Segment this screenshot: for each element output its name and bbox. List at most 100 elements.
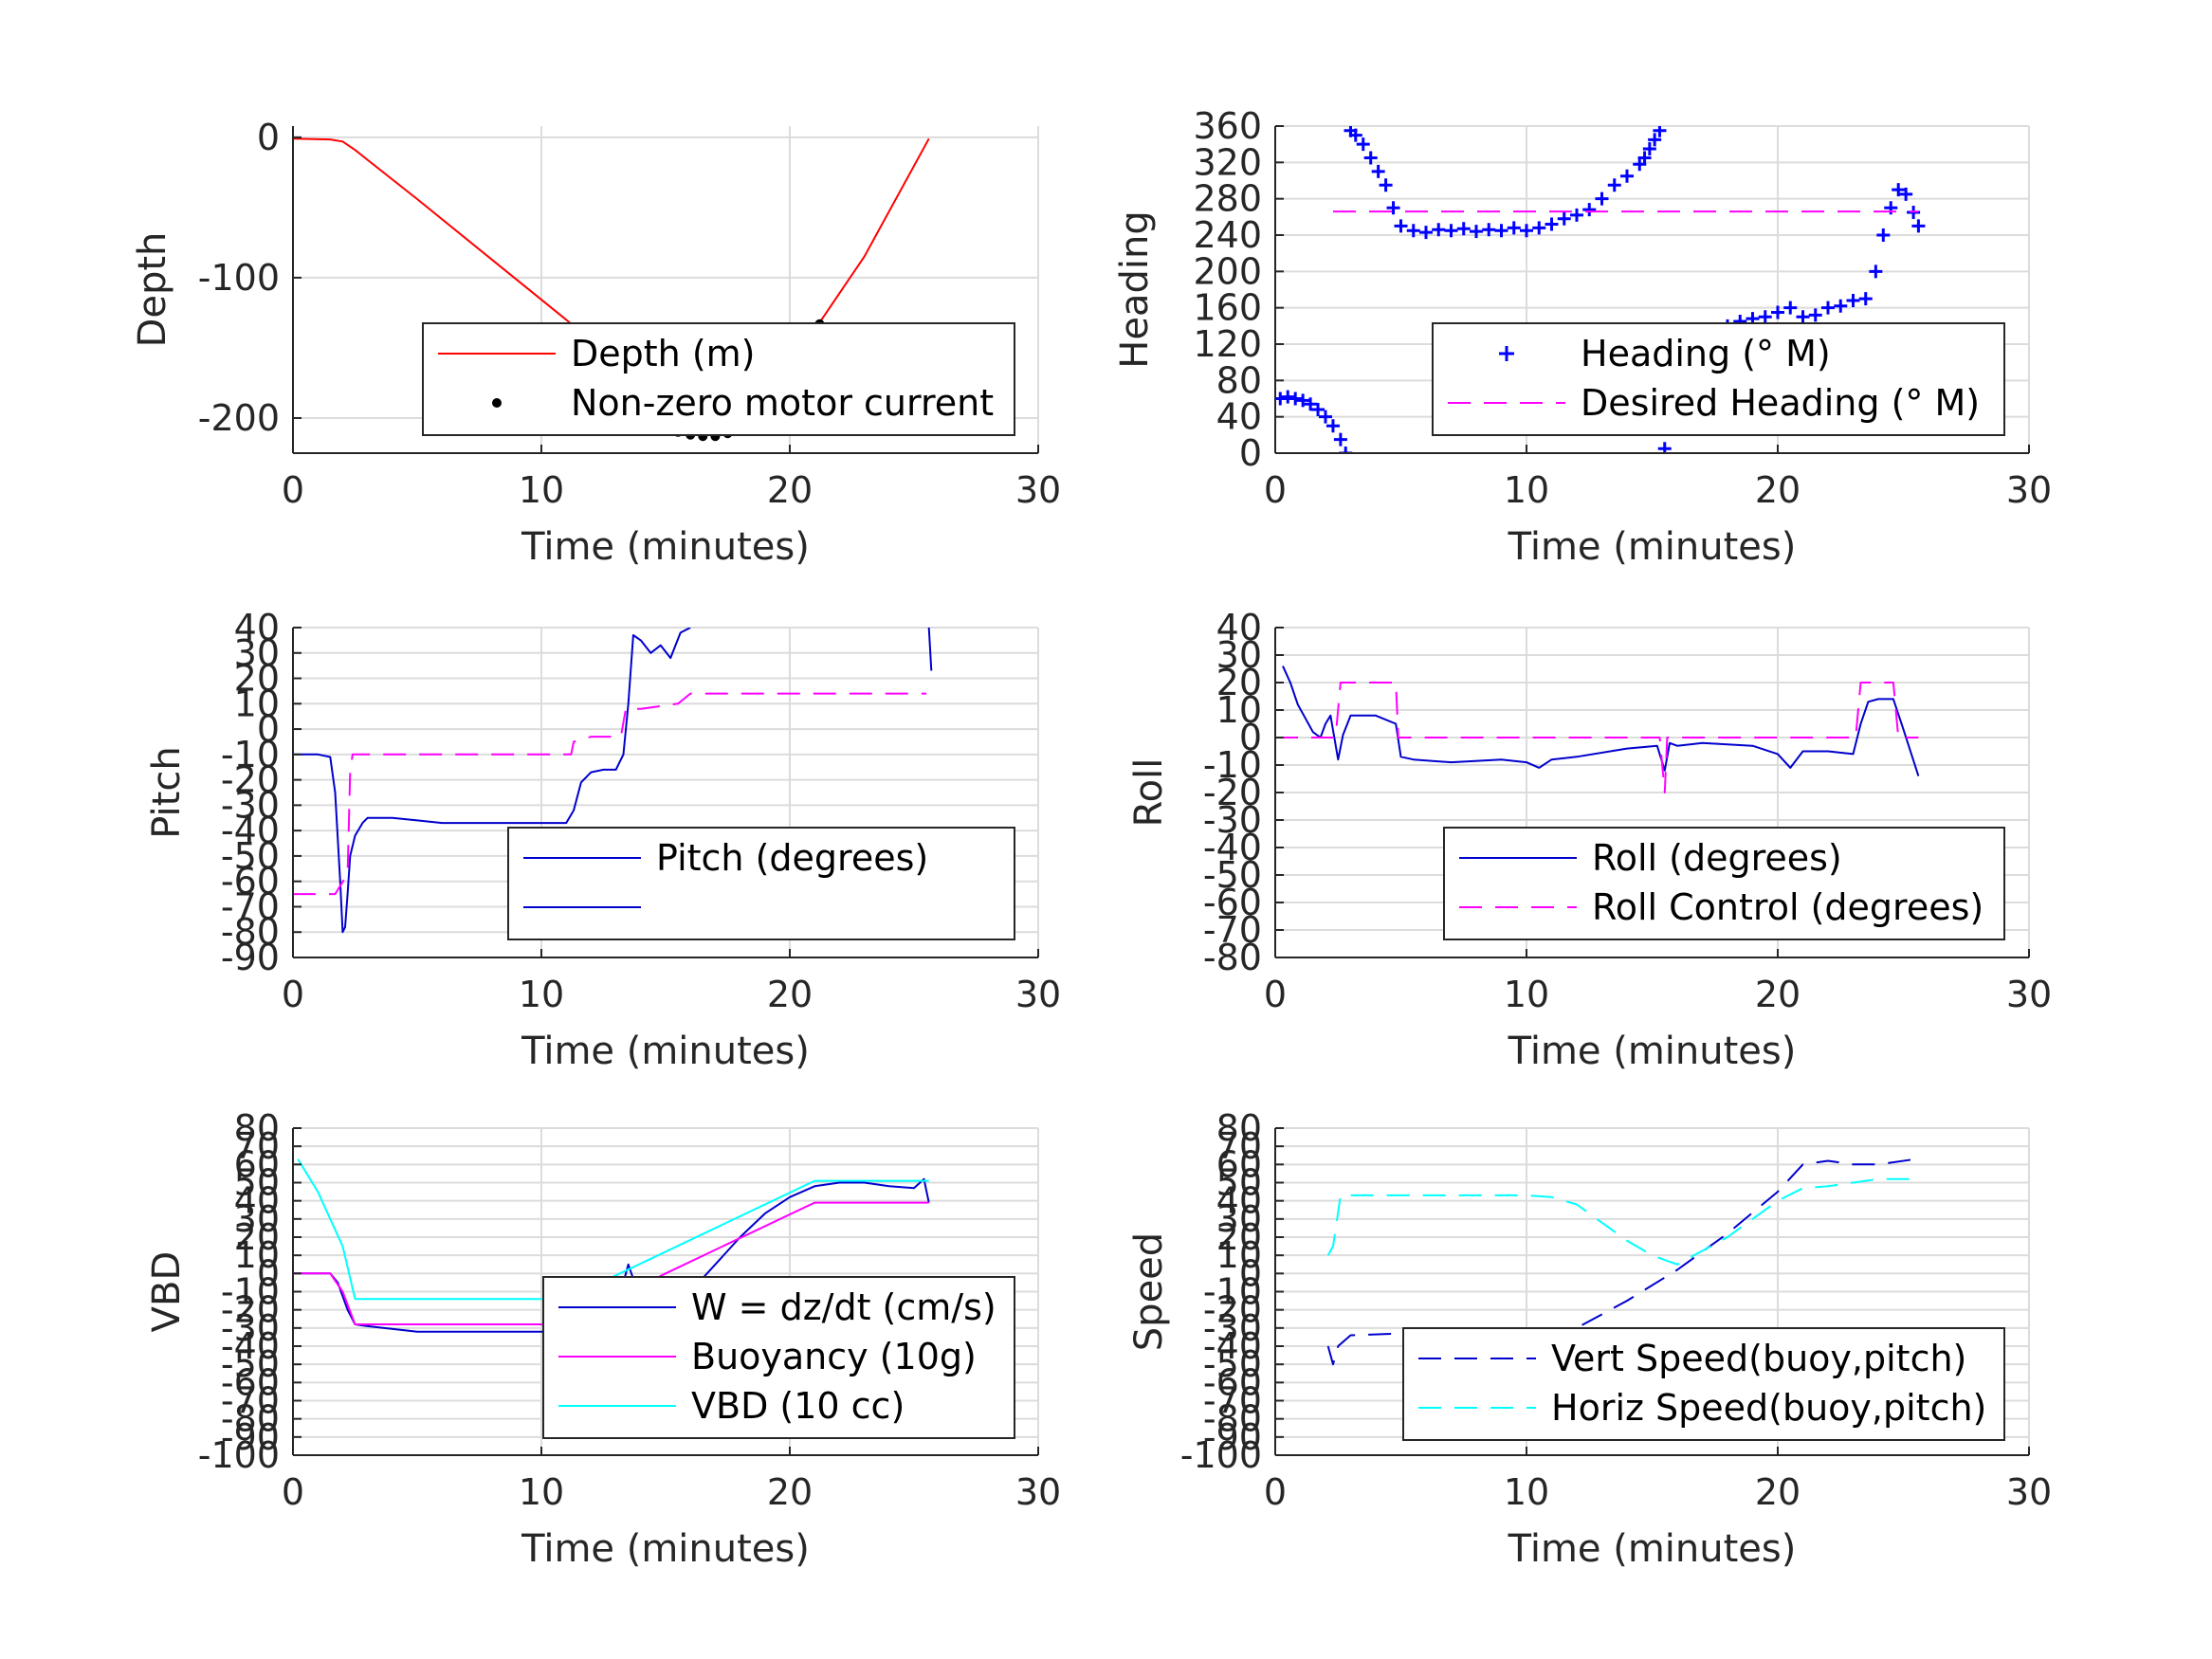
series-heading-m-point [1607,178,1621,192]
y-tick-label: -70 [1203,909,1262,951]
series-segment-line [927,628,933,671]
y-tick-label: 0 [1239,432,1262,474]
y-tick-label: 80 [1216,1107,1262,1149]
x-tick-label: 0 [1264,1471,1287,1513]
y-tick-label: 0 [257,117,280,158]
x-tick-label: 30 [1015,974,1061,1015]
series-heading-m-point [1884,201,1898,215]
series-heading-m-point [1432,223,1446,237]
legend-swatch [492,398,502,408]
series-vbd-10-cc-line [297,1158,929,1301]
y-tick-label: -10 [221,1271,280,1313]
legend-label: W = dz/dt (cm/s) [691,1286,996,1328]
series-heading-m-point [1482,223,1496,237]
legend-swatch [1499,346,1514,361]
y-tick-label: 20 [234,658,280,700]
y-tick-label: -90 [221,1416,280,1458]
legend-box [1402,1327,2005,1441]
y-tick-label: 40 [1216,1180,1262,1222]
y-tick-label: -90 [221,937,280,978]
y-tick-label: -60 [221,861,280,902]
series-heading-m-point [1371,164,1385,178]
y-tick-label: 280 [1193,178,1262,220]
y-tick-label: -30 [221,784,280,826]
legend-box [1443,827,2005,940]
y-tick-label: -10 [221,734,280,775]
series-heading-m-point [1771,305,1784,319]
x-tick-label: 30 [2006,469,2052,511]
y-tick-label: 0 [257,708,280,750]
y-tick-label: 200 [1193,250,1262,292]
series-heading-m-point [1595,191,1609,206]
y-tick-label: -60 [1203,882,1262,923]
legend-label: Vert Speed(buoy,pitch) [1551,1338,1966,1379]
y-tick-label: 10 [1216,689,1262,731]
legend-label: Heading (° M) [1581,333,1831,374]
x-axis-label: Time (minutes) [1508,525,1797,569]
y-tick-label: -90 [1203,1416,1262,1458]
y-tick-label: 80 [1216,359,1262,401]
y-tick-label: 70 [1216,1125,1262,1167]
series-heading-m-point [1494,224,1508,238]
x-axis-label: Time (minutes) [1508,1527,1797,1571]
series-heading-m-point [1406,224,1420,238]
x-tick-label: 20 [767,469,813,511]
y-tick-label: -70 [221,1380,280,1422]
legend-label: Pitch (degrees) [656,837,928,879]
x-tick-label: 20 [767,1471,813,1513]
series-heading-m-point [1858,292,1873,306]
y-tick-label: 10 [234,683,280,724]
series-heading-m-point [1892,183,1906,197]
y-tick-label: 0 [1239,717,1262,758]
series-heading-m-point [1899,187,1913,201]
y-tick-label: -80 [221,1398,280,1440]
y-tick-label: 10 [1216,1234,1262,1276]
y-tick-label: 120 [1193,323,1262,365]
series-heading-m-point [1637,151,1652,165]
series-heading-m-point [1783,301,1798,315]
x-tick-label: 0 [282,1471,304,1513]
series-heading-m-point [1507,221,1521,235]
legend: Depth (m) Non-zero motor current [422,322,1015,436]
legend: Pitch (degrees) [507,827,1015,940]
y-tick-label: 20 [234,1216,280,1258]
y-tick-label: -50 [1203,854,1262,896]
y-tick-label: -30 [1203,799,1262,841]
series-heading-m-point [1356,137,1370,152]
y-tick-label: -100 [1180,1434,1262,1476]
y-tick-label: -40 [1203,1325,1262,1367]
series-heading-m-point [1570,208,1583,222]
series-heading-m-point [1333,432,1347,447]
series-heading-m-point [1796,310,1810,324]
x-tick-label: 30 [2006,974,2052,1015]
series-heading-m-point [1379,178,1393,192]
y-tick-label: 60 [1216,1143,1262,1185]
y-tick-label: 0 [1239,1252,1262,1294]
y-tick-label: -80 [1203,1398,1262,1440]
series-roll-degrees-line [1282,665,1920,776]
y-tick-label: -30 [1203,1307,1262,1349]
y-tick-label: -40 [221,1325,280,1367]
legend-label: Roll (degrees) [1592,837,1842,879]
x-tick-label: 20 [1755,469,1801,511]
legend-label: Buoyancy (10g) [691,1336,977,1377]
legend: Vert Speed(buoy,pitch) Horiz Speed(buoy,p… [1402,1327,2005,1441]
series-heading-m-point [1363,151,1378,165]
series-heading-m-point [1339,447,1353,453]
y-tick-label: 30 [234,1198,280,1240]
x-tick-label: 0 [1264,469,1287,511]
legend-box [422,322,1015,436]
legend-box [507,827,1015,940]
panel-depth: 0 10 20 30 0 -100 -200 Time (minutes) Depth Depth… [131,117,1061,569]
y-tick-label: -40 [1203,827,1262,868]
series-heading-m-point [1319,410,1332,424]
x-tick-label: 0 [282,974,304,1015]
y-tick-label: -100 [198,257,280,299]
y-tick-label: 20 [1216,1216,1262,1258]
series-heading-m-point [1444,224,1458,238]
y-axis-label: Heading [1113,210,1157,368]
series-heading-m-point [1648,133,1662,147]
y-axis-label: VBD [145,1251,189,1333]
y-tick-label: -10 [1203,1271,1262,1313]
x-tick-label: 30 [2006,1471,2052,1513]
